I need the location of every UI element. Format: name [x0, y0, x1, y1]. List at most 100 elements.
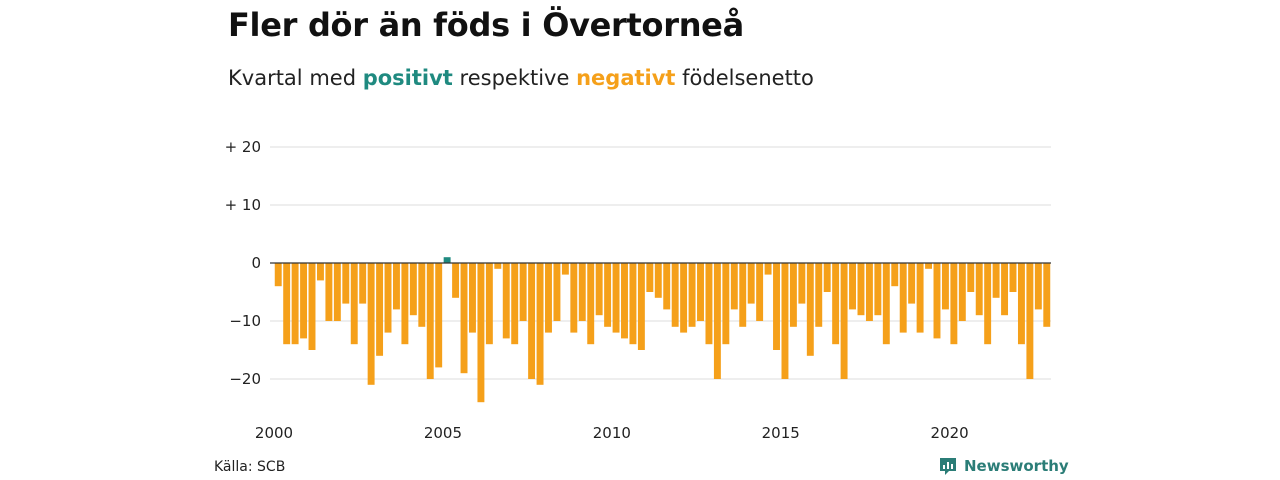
- bar: [747, 263, 755, 304]
- bar: [815, 263, 823, 327]
- bar: [941, 263, 949, 310]
- x-tick-label: 2000: [255, 424, 293, 442]
- bar: [325, 263, 333, 321]
- y-tick-label: + 20: [225, 138, 261, 156]
- bar: [1043, 263, 1051, 327]
- bar: [308, 263, 316, 350]
- bar: [967, 263, 975, 292]
- bar: [1001, 263, 1009, 316]
- bar: [536, 263, 544, 385]
- bar: [958, 263, 966, 321]
- bar: [950, 263, 958, 345]
- bar: [975, 263, 983, 316]
- bar: [511, 263, 519, 345]
- bar: [899, 263, 907, 333]
- bar: [401, 263, 409, 345]
- bar: [359, 263, 367, 304]
- subtitle-negative-word: negativt: [576, 66, 676, 90]
- y-tick-label: −20: [229, 370, 261, 388]
- bar: [654, 263, 662, 298]
- bar: [460, 263, 468, 374]
- bar: [789, 263, 797, 327]
- bar: [992, 263, 1000, 298]
- x-axis-ticks: 2000 2005 2010 2015 2020: [255, 424, 969, 442]
- x-tick-label: 2015: [762, 424, 800, 442]
- bar: [730, 263, 738, 310]
- bar: [485, 263, 493, 345]
- bar: [984, 263, 992, 345]
- bar: [933, 263, 941, 339]
- bar: [350, 263, 358, 345]
- bar: [739, 263, 747, 327]
- bar: [857, 263, 865, 316]
- bar: [274, 263, 282, 287]
- bar: [477, 263, 485, 403]
- bar: [798, 263, 806, 304]
- bar: [908, 263, 916, 304]
- brand-name: Newsworthy: [964, 457, 1069, 475]
- bar: [891, 263, 899, 287]
- bar: [629, 263, 637, 345]
- bar: [688, 263, 696, 327]
- bar: [519, 263, 527, 321]
- bar: [376, 263, 384, 356]
- bar: [578, 263, 586, 321]
- bar: [1026, 263, 1034, 379]
- chart-subtitle: Kvartal med positivt respektive negativt…: [228, 66, 814, 90]
- y-axis-ticks: + 20 + 10 0 −10 −20: [225, 138, 261, 388]
- bar: [806, 263, 814, 356]
- bar: [587, 263, 595, 345]
- bar: [781, 263, 789, 379]
- bar: [663, 263, 671, 310]
- bar: [384, 263, 392, 333]
- bar: [367, 263, 375, 385]
- bar: [840, 263, 848, 379]
- y-tick-label: 0: [251, 254, 261, 272]
- bar: [283, 263, 291, 345]
- bar: [621, 263, 628, 339]
- bar: [865, 263, 873, 321]
- bar: [773, 263, 780, 350]
- bar: [604, 263, 612, 327]
- bar: [342, 263, 350, 304]
- bar: [291, 263, 299, 345]
- newsworthy-logo-icon: [940, 458, 956, 475]
- subtitle-text-after: födelsenetto: [682, 66, 814, 90]
- bar: [764, 263, 772, 275]
- bar: [713, 263, 721, 379]
- y-tick-label: + 10: [225, 196, 261, 214]
- source-note: Källa: SCB: [214, 459, 286, 475]
- bar: [722, 263, 730, 345]
- bar: [646, 263, 654, 292]
- bar: [553, 263, 561, 321]
- bar: [680, 263, 688, 333]
- brand-logo[interactable]: Newsworthy: [938, 455, 1069, 477]
- chart-title: Fler dör än föds i Övertorneå: [228, 6, 744, 44]
- bar: [874, 263, 882, 316]
- bar: [545, 263, 552, 333]
- bar: [1017, 263, 1025, 345]
- bar: [426, 263, 434, 379]
- bar: [528, 263, 536, 379]
- bar: [409, 263, 417, 316]
- bar: [612, 263, 620, 333]
- x-tick-label: 2020: [931, 424, 969, 442]
- bar: [561, 263, 569, 275]
- bar: [671, 263, 679, 327]
- bar: [300, 263, 308, 339]
- bar: [333, 263, 341, 321]
- bar: [570, 263, 578, 333]
- subtitle-positive-word: positivt: [362, 66, 453, 90]
- y-tick-label: −10: [229, 312, 261, 330]
- bar: [435, 263, 443, 368]
- bar: [452, 263, 460, 298]
- bar: [756, 263, 764, 321]
- bar: [925, 263, 933, 269]
- bar: [1034, 263, 1042, 310]
- bar: [502, 263, 510, 339]
- bar: [849, 263, 856, 310]
- bar: [823, 263, 831, 292]
- bars: [274, 257, 1051, 403]
- bar: [916, 263, 924, 333]
